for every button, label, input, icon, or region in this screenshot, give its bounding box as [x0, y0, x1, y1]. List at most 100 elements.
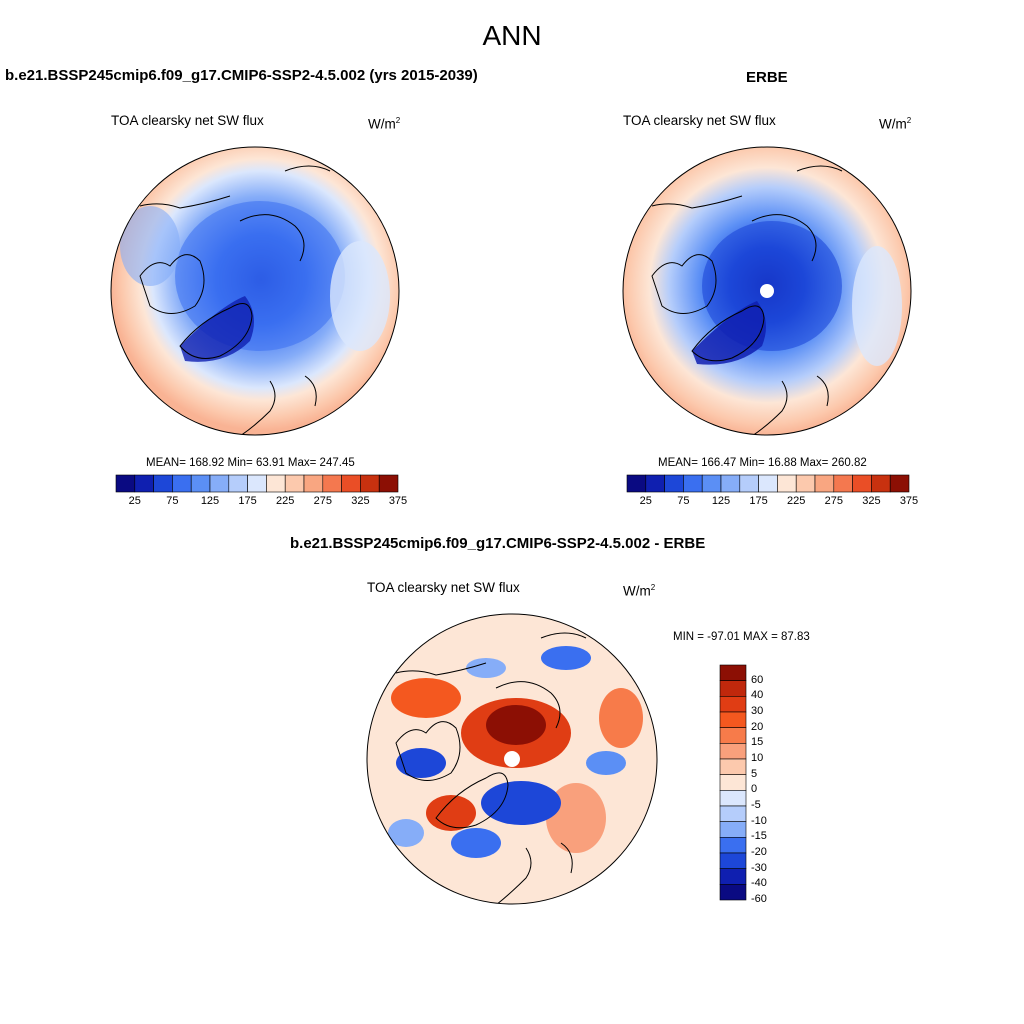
panel3-stats: MIN = -97.01 MAX = 87.83: [673, 631, 810, 643]
panel3-colorbar-tick-label: 0: [751, 783, 758, 796]
panel1-colorbar-tick-label: 25: [128, 495, 141, 507]
panel3-units: W/m2: [623, 583, 656, 599]
panel1-variable-title: TOA clearsky net SW flux: [111, 113, 264, 128]
panel2-case-title: ERBE: [746, 69, 788, 86]
panel2-colorbar-box: [777, 474, 797, 493]
panel3-colorbar-box: [719, 680, 747, 697]
panel2-colorbar-box: [664, 474, 684, 493]
panel3-colorbar-box: [719, 884, 747, 901]
panel3-colorbar-tick-label: -5: [751, 799, 761, 811]
panel3-polar-map: [366, 613, 658, 905]
panel2-colorbar-box: [795, 474, 816, 493]
panel3-colorbar-box: [719, 711, 747, 728]
panel2-colorbar-tick-label: 175: [749, 495, 768, 507]
panel2-colorbar-box: [889, 474, 910, 493]
panel1-colorbar-box: [115, 474, 136, 493]
panel3-colorbar-box: [719, 758, 747, 775]
panel1-coastlines: [139, 165, 331, 435]
panel1-colorbar-box: [360, 474, 380, 493]
panel3-variable-title: TOA clearsky net SW flux: [367, 580, 520, 595]
panel3-colorbar: [719, 664, 747, 901]
panel3-colorbar-tick-label: -15: [751, 830, 767, 843]
panel2-colorbar-box: [720, 474, 741, 493]
panel1-colorbar-box: [266, 474, 286, 493]
panel3-colorbar-box: [719, 727, 747, 744]
panel3-colorbar-box: [719, 868, 747, 885]
panel3-colorbar-tick-label: 40: [751, 689, 764, 702]
panel3-colorbar-tick-label: -40: [751, 877, 767, 890]
panel2-units: W/m2: [879, 116, 912, 132]
panel1-colorbar: [115, 474, 399, 493]
panel2-colorbar-box: [758, 474, 778, 493]
panel1-colorbar-tick-label: 175: [238, 495, 257, 507]
panel3-colorbar-tick-label: -20: [751, 846, 767, 858]
panel2-coastlines: [651, 165, 843, 435]
panel1-colorbar-tick-label: 225: [276, 495, 295, 507]
panel1-colorbar-labels: 25 75 125 175 225 275 325 375: [116, 495, 408, 509]
panel1-polar-map: [110, 146, 400, 436]
panel1-colorbar-box: [303, 474, 324, 493]
panel1-colorbar-box: [172, 474, 192, 493]
panel3-colorbar-box: [719, 852, 747, 869]
panel2-colorbar-box: [852, 474, 872, 493]
panel3-coastlines: [395, 632, 587, 904]
panel1-colorbar-tick-label: 275: [313, 495, 332, 507]
panel1-colorbar-box: [228, 474, 248, 493]
panel2-colorbar-tick-label: 125: [711, 495, 731, 507]
panel2-colorbar-box: [739, 474, 759, 493]
panel3-colorbar-box: [719, 743, 747, 760]
panel1-colorbar-box: [209, 474, 230, 493]
panel3-colorbar-tick-label: -10: [751, 814, 767, 827]
panel2-colorbar-box: [833, 474, 853, 493]
panel3-colorbar-box: [719, 696, 747, 713]
panel2-polar-gap: [760, 284, 774, 298]
panel1-colorbar-tick-label: 75: [166, 495, 179, 507]
panel3-colorbar-tick-label: 20: [751, 720, 764, 733]
panel1-colorbar-tick-label: 325: [351, 495, 370, 507]
panel2-colorbar-box: [626, 474, 647, 493]
panel2-colorbar-box: [645, 474, 665, 493]
panel3-colorbar-tick-label: -30: [751, 861, 767, 874]
panel3-colorbar-tick-label: 10: [751, 752, 764, 764]
panel1-colorbar-box: [341, 474, 361, 493]
panel1-stats: MEAN= 168.92 Min= 63.91 Max= 247.45: [146, 457, 355, 469]
panel3-colorbar-tick-label: 30: [751, 705, 764, 717]
panel2-colorbar-tick-label: 25: [639, 495, 652, 507]
panel1-colorbar-box: [378, 474, 399, 493]
panel3-colorbar-box: [719, 821, 747, 838]
panel2-colorbar-box: [814, 474, 835, 493]
panel3-colorbar-box: [719, 664, 747, 681]
panel2-colorbar-tick-label: 375: [899, 495, 919, 507]
panel3-colorbar-tick-label: -60: [751, 893, 767, 905]
panel1-colorbar-box: [134, 474, 154, 493]
panel2-colorbar-labels: 25 75 125 175 225 275 325 375: [627, 495, 919, 509]
panel2-variable-title: TOA clearsky net SW flux: [623, 113, 776, 128]
panel2-colorbar-box: [871, 474, 891, 493]
panel3-colorbar-box: [719, 805, 747, 822]
panel1-colorbar-box: [153, 474, 173, 493]
panel3-colorbar-box: [719, 837, 747, 854]
panel2-colorbar-tick-label: 75: [677, 495, 690, 507]
panel1-colorbar-box: [190, 474, 211, 493]
panel3-colorbar-box: [719, 790, 747, 807]
panel1-case-title: b.e21.BSSP245cmip6.f09_g17.CMIP6-SSP2-4.…: [5, 67, 478, 84]
panel2-colorbar-tick-label: 275: [824, 495, 843, 507]
panel1-colorbar-box: [284, 474, 305, 493]
panel3-colorbar-tick-label: 60: [751, 673, 764, 686]
panel3-colorbar-labels: 60 40 30 20 15 10 5 0 -5 -10 -15 -20 -30 -40 -60: [751, 665, 791, 905]
panel3-colorbar-box: [719, 774, 747, 791]
panel2-polar-map: [622, 146, 912, 436]
panel1-colorbar-tick-label: 125: [200, 495, 220, 507]
panel1-colorbar-box: [322, 474, 342, 493]
panel2-stats: MEAN= 166.47 Min= 16.88 Max= 260.82: [658, 457, 867, 469]
panel2-colorbar-box: [683, 474, 703, 493]
panel3-colorbar-tick-label: 15: [751, 736, 764, 749]
panel3-polar-gap: [504, 751, 520, 767]
panel2-colorbar-tick-label: 225: [787, 495, 806, 507]
panel1-units: W/m2: [368, 116, 401, 132]
panel2-colorbar: [626, 474, 910, 493]
panel3-case-title: b.e21.BSSP245cmip6.f09_g17.CMIP6-SSP2-4.…: [290, 535, 706, 552]
panel2-colorbar-tick-label: 325: [862, 495, 881, 507]
main-title: ANN: [482, 20, 542, 51]
panel1-colorbar-tick-label: 375: [388, 495, 408, 507]
